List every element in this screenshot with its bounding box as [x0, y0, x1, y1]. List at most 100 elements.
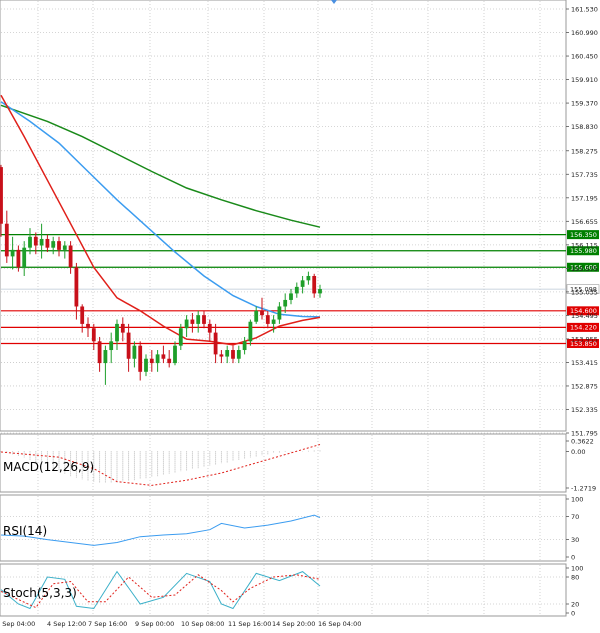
candle-body — [265, 315, 270, 324]
candle-body — [45, 238, 50, 248]
candle-body — [306, 275, 311, 281]
price-candles — [0, 164, 322, 385]
candle-body — [190, 319, 195, 324]
level-label: 154.220 — [570, 324, 597, 332]
candle-body — [0, 167, 3, 224]
candle-body — [300, 280, 305, 287]
candle-body — [289, 293, 293, 300]
rsi-panel-frame — [0, 494, 567, 562]
candle-body — [155, 354, 160, 364]
time-axis: 3 Sep 04:00 4 Sep 12:007 Sep 16:00 9 Sep 0… — [0, 620, 361, 628]
candle-body — [254, 310, 259, 322]
candle-body — [22, 247, 27, 268]
price-tick-label: 152.875 — [571, 382, 598, 390]
ind-tick-label: 0.3622 — [571, 438, 594, 446]
ind-tick-label: 70 — [571, 513, 579, 521]
time-tick-label: 7 Sep 16:00 — [88, 620, 127, 628]
ind-tick-label: 100 — [571, 496, 583, 504]
candle-body — [16, 249, 21, 268]
candle-body — [10, 249, 15, 257]
candle-body — [138, 345, 143, 372]
price-tick-label: 158.830 — [571, 123, 598, 131]
time-tick-label: 3 Sep 04:00 — [0, 620, 35, 628]
current-price-label: 155.098 — [570, 285, 597, 293]
candle-body — [173, 345, 177, 364]
candle-body — [271, 319, 276, 324]
time-tick-label: 9 Sep 00:00 — [135, 620, 174, 628]
ind-tick-label: 100 — [571, 565, 583, 573]
price-tick-label: 152.335 — [571, 406, 598, 414]
candle-body — [68, 245, 73, 268]
rsi-line — [0, 514, 321, 546]
ind-tick-label: 20 — [571, 601, 579, 609]
price-tick-label: 157.735 — [571, 171, 598, 179]
price-tick-label: 160.450 — [571, 53, 598, 61]
time-tick-label: 16 Sep 04:00 — [318, 620, 361, 628]
time-tick-label: 10 Sep 08:00 — [181, 620, 224, 628]
price-axis: 161.530 160.990 160.450 159.910 159.370 158.8… — [566, 6, 598, 438]
candle-body — [103, 350, 108, 364]
support-resistance-lines: 156.350 155.980 155.600 154.600 154.220 153.8… — [1, 230, 600, 348]
candle-body — [51, 241, 56, 248]
candle-body — [178, 328, 183, 346]
candle-body — [149, 358, 154, 364]
price-tick-label: 161.530 — [571, 6, 598, 14]
stoch-panel-frame — [0, 563, 567, 617]
candle-body — [277, 306, 282, 320]
time-tick-label: 14 Sep 20:00 — [272, 620, 315, 628]
price-tick-label: 156.115 — [571, 241, 598, 249]
ma-long-line — [0, 104, 321, 228]
ind-tick-label: 80 — [571, 574, 579, 582]
level-badge — [567, 306, 599, 316]
candle-body — [144, 358, 148, 372]
candle-body — [219, 354, 224, 357]
candle-body — [39, 238, 44, 246]
candle-body — [231, 350, 235, 359]
level-badge — [567, 338, 599, 348]
level-label: 156.350 — [570, 231, 597, 239]
ind-tick-label: 0 — [571, 610, 575, 618]
price-tick-label: 159.370 — [571, 100, 598, 108]
price-tick-label: 156.655 — [571, 218, 598, 226]
price-tick-label: 158.275 — [571, 147, 598, 155]
level-label: 155.980 — [570, 247, 597, 255]
candle-body — [33, 236, 38, 246]
ind-tick-label: 0.00 — [571, 448, 585, 456]
candle-body — [294, 286, 299, 294]
candle-body — [120, 323, 125, 333]
level-label: 153.850 — [570, 340, 597, 348]
candle-body — [196, 315, 201, 324]
ind-tick-label: -1.2719 — [571, 485, 596, 493]
level-badge — [567, 246, 599, 256]
candle-body — [236, 350, 241, 359]
stoch-label: Stoch(5,3,3) — [3, 586, 77, 600]
rsi-label: RSI(14) — [3, 524, 47, 538]
candle-body — [80, 306, 85, 324]
macd-label: MACD(12,26,9) — [3, 460, 94, 474]
macd-signal-line — [0, 444, 321, 486]
macd-indicator: 0.3622 0.00 -1.2719 — [0, 438, 596, 493]
candle-body — [74, 267, 79, 307]
price-panel-frame — [0, 0, 567, 432]
candle-body — [57, 241, 61, 250]
candle-body — [213, 332, 218, 355]
price-tick-label: 154.495 — [571, 312, 598, 320]
time-tick-label: 11 Sep 16:00 — [228, 620, 271, 628]
scroll-marker-icon — [331, 0, 337, 4]
candle-body — [184, 319, 189, 329]
candle-body — [97, 341, 102, 364]
candle-body — [132, 345, 137, 359]
candle-body — [318, 289, 322, 294]
candle-body — [161, 354, 166, 359]
candle-body — [91, 328, 96, 342]
candle-body — [28, 236, 32, 248]
price-tick-label: 155.035 — [571, 288, 598, 296]
price-tick-label: 157.195 — [571, 194, 598, 202]
ind-tick-label: 0 — [571, 554, 575, 562]
macd-panel-frame — [0, 433, 567, 493]
rsi-indicator: 100 70 30 0 — [0, 496, 583, 562]
level-label: 154.600 — [570, 307, 597, 315]
price-tick-label: 153.415 — [571, 359, 598, 367]
